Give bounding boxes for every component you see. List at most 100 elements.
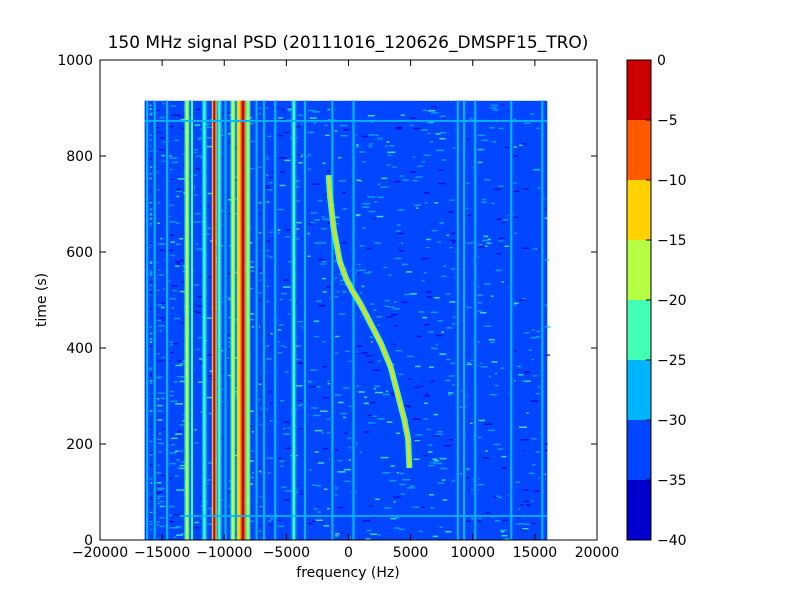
noise-speck xyxy=(316,484,322,487)
noise-speck xyxy=(195,168,201,170)
noise-speck xyxy=(423,323,430,326)
noise-speck xyxy=(298,162,306,164)
noise-speck xyxy=(146,464,153,466)
x-tick-label: 5000 xyxy=(393,545,429,561)
noise-speck xyxy=(500,367,505,369)
noise-speck xyxy=(148,222,153,225)
noise-speck xyxy=(500,529,507,532)
noise-speck xyxy=(321,397,329,399)
noise-speck xyxy=(428,451,433,453)
noise-speck xyxy=(531,358,535,361)
noise-speck xyxy=(481,201,487,204)
noise-speck xyxy=(368,143,373,145)
noise-speck xyxy=(522,450,525,452)
noise-speck xyxy=(423,395,430,397)
noise-speck xyxy=(180,127,188,130)
noise-speck xyxy=(170,241,175,243)
noise-speck xyxy=(484,283,491,285)
noise-speck xyxy=(489,393,497,396)
noise-speck xyxy=(326,418,331,420)
noise-speck xyxy=(322,277,326,280)
noise-speck xyxy=(393,496,401,499)
noise-speck xyxy=(269,420,275,422)
noise-speck xyxy=(171,307,175,309)
noise-speck xyxy=(179,424,185,426)
noise-speck xyxy=(381,177,388,180)
noise-speck xyxy=(485,450,488,452)
noise-speck xyxy=(342,208,347,210)
noise-speck xyxy=(285,428,289,431)
noise-speck xyxy=(299,153,305,156)
noise-speck xyxy=(157,464,160,467)
noise-speck xyxy=(300,493,305,495)
noise-speck xyxy=(224,272,232,275)
noise-speck xyxy=(267,135,272,138)
noise-speck xyxy=(267,457,275,459)
noise-speck xyxy=(327,507,331,510)
noise-speck xyxy=(479,362,482,365)
noise-speck xyxy=(358,391,365,393)
noise-speck xyxy=(168,221,176,223)
noise-speck xyxy=(308,109,316,112)
noise-speck xyxy=(323,488,328,491)
noise-speck xyxy=(249,318,256,321)
colorbar-segment xyxy=(627,480,651,540)
noise-speck xyxy=(407,487,415,489)
noise-speck xyxy=(156,521,160,523)
noise-speck xyxy=(180,281,188,283)
noise-speck xyxy=(467,361,471,364)
noise-speck xyxy=(392,343,396,345)
noise-speck xyxy=(491,361,498,363)
noise-speck xyxy=(530,400,539,402)
colorbar-axis: −40 −35 −30 −25 −20 −15 −10 −5 0 xyxy=(646,53,687,549)
noise-speck xyxy=(256,507,265,509)
noise-speck xyxy=(268,333,271,336)
noise-speck xyxy=(502,219,509,221)
noise-speck xyxy=(308,154,312,156)
noise-speck xyxy=(468,214,472,217)
noise-speck xyxy=(158,149,166,151)
noise-speck xyxy=(504,245,512,247)
noise-speck xyxy=(175,525,181,528)
noise-speck xyxy=(413,438,421,441)
noise-speck xyxy=(354,345,363,347)
noise-speck xyxy=(439,353,447,355)
noise-speck xyxy=(520,439,529,441)
noise-speck xyxy=(307,380,310,382)
noise-speck xyxy=(366,341,371,343)
noise-speck xyxy=(313,320,319,322)
noise-speck xyxy=(320,263,326,265)
noise-speck xyxy=(344,468,352,471)
noise-speck xyxy=(339,532,344,535)
noise-speck xyxy=(285,447,292,450)
noise-speck xyxy=(425,246,431,248)
noise-speck xyxy=(284,131,290,134)
noise-speck xyxy=(384,145,388,148)
noise-speck xyxy=(172,289,177,292)
noise-speck xyxy=(313,508,318,510)
noise-speck xyxy=(482,239,489,242)
noise-speck xyxy=(399,472,405,475)
noise-speck xyxy=(298,399,303,402)
noise-speck xyxy=(312,414,321,417)
noise-speck xyxy=(177,435,180,437)
noise-speck xyxy=(475,301,482,304)
noise-speck xyxy=(439,467,448,470)
noise-speck xyxy=(176,114,182,117)
noise-speck xyxy=(386,421,393,423)
noise-speck xyxy=(307,255,311,257)
noise-speck xyxy=(521,143,527,145)
noise-speck xyxy=(169,344,173,346)
noise-speck xyxy=(177,178,185,180)
noise-speck xyxy=(536,330,542,333)
noise-speck xyxy=(279,184,286,187)
noise-speck xyxy=(358,269,366,272)
noise-speck xyxy=(413,458,420,461)
noise-speck xyxy=(444,379,451,382)
noise-speck xyxy=(160,302,167,304)
noise-speck xyxy=(372,415,377,417)
x-axis-label: frequency (Hz) xyxy=(296,565,399,581)
noise-speck xyxy=(375,498,380,501)
noise-speck xyxy=(435,133,441,135)
noise-speck xyxy=(281,486,287,488)
